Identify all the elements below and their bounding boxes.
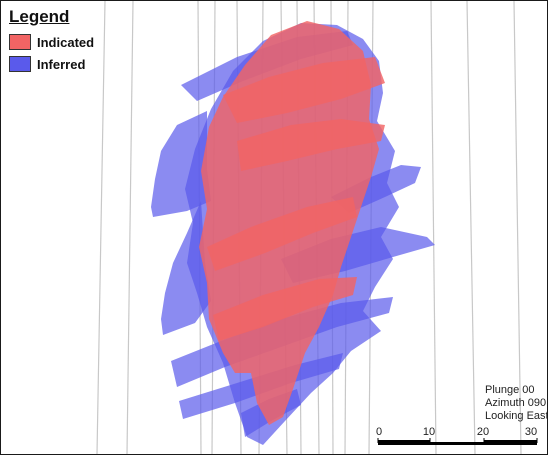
legend-item-inferred: Inferred (9, 53, 94, 75)
legend-label-indicated: Indicated (37, 34, 95, 50)
plunge-label: Plunge 00 (485, 384, 535, 396)
indicated-solid (207, 197, 357, 271)
indicated-solids (199, 21, 385, 425)
legend-title: Legend (9, 7, 70, 26)
inferred-solid (161, 201, 211, 335)
azimuth-label: Azimuth 090 (485, 397, 547, 409)
indicated-solid (223, 57, 385, 123)
legend: Legend Indicated Inferred (9, 7, 94, 75)
drillhole-trace (466, 1, 476, 454)
drillhole-trace (513, 1, 522, 454)
legend-label-inferred: Inferred (37, 56, 86, 72)
indicated-swatch (9, 34, 31, 50)
view-orientation: Plunge 00 Azimuth 090 Looking East (485, 384, 548, 423)
indicated-solid (213, 277, 357, 341)
drillhole-trace (430, 1, 437, 454)
direction-label: Looking East (485, 410, 548, 422)
legend-item-indicated: Indicated (9, 31, 94, 53)
drillhole-trace (96, 1, 106, 454)
drillhole-trace (126, 1, 134, 454)
indicated-solid (237, 119, 385, 171)
inferred-swatch (9, 56, 31, 72)
inferred-solid (151, 111, 211, 217)
